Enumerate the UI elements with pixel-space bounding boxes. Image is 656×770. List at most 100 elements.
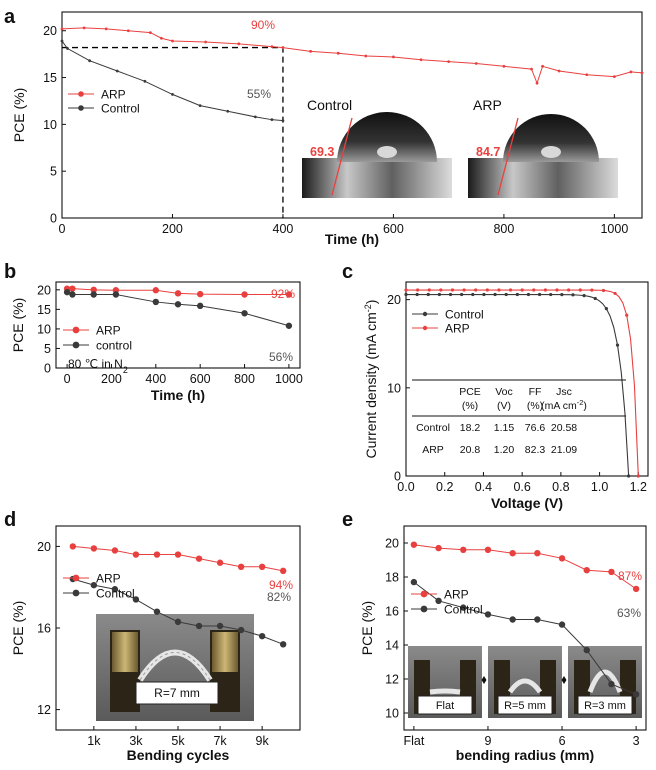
data-point-arp [195,555,203,562]
data-point-control [132,596,140,603]
y-axis-label: PCE (%) [359,601,375,655]
data-point-arp [419,58,423,62]
x-tick-label: 1k [87,734,101,748]
x-tick-label: 9k [256,734,270,748]
legend-marker [72,341,80,349]
jv-point-control [482,292,486,297]
retention-annotation: 55% [247,87,271,101]
data-point-control [152,298,160,306]
table-header-unit: (V) [497,400,511,412]
jv-point-control [437,292,441,297]
data-point-arp [309,49,312,53]
jv-point-arp [450,288,455,292]
data-point-arp [502,64,506,68]
data-point-arp [126,29,130,33]
data-point-control [237,626,245,634]
table-header-end: ) [583,400,587,412]
retention-annotation: 56% [269,350,293,364]
y-tick-label: 15 [43,71,57,85]
x-tick-label: 6 [559,734,566,748]
x-tick-label: 0.2 [436,480,453,494]
jv-point-arp [578,288,582,292]
jv-point-control [593,296,597,301]
legend-label: Control [101,102,140,116]
legend-marker [420,590,428,598]
panel-letter: e [342,509,353,531]
inset-label: R=5 mm [504,700,546,712]
y-tick-label: 20 [43,24,57,38]
data-point-control [174,618,182,626]
data-point-control [198,104,202,108]
data-point-arp [148,31,152,34]
panel-e: Flat 9 6 3 10 12 14 16 18 20 PCE (%) bending radius… [359,525,647,763]
data-point-arp [484,546,492,553]
contact-angle-inset [468,92,618,204]
x-axis-label: Time (h) [325,231,379,247]
data-point-arp [474,62,478,65]
legend-label: ARP [445,322,470,336]
y-tick-label: 10 [385,707,399,721]
contact-angle-inset [302,92,452,204]
inset-label: R=3 mm [584,700,626,712]
data-point-control [88,59,92,63]
data-point-control [258,632,266,640]
data-point-control [534,616,541,623]
y-label-superscript: -2 [363,304,373,312]
data-point-arp [241,291,248,298]
data-point-arp [612,75,616,79]
x-tick-label: 1.0 [591,480,608,494]
bent-film [429,688,461,695]
legend-label: control [96,339,132,353]
y-tick-label: 16 [37,622,51,636]
y-tick-label: 5 [50,165,57,179]
x-axis-label: Time (h) [151,387,205,403]
y-tick-label: 20 [37,283,51,297]
data-point-control [174,301,182,308]
data-point-arp [279,567,287,575]
data-point-control [90,291,97,298]
data-point-arp [509,550,516,557]
data-point-arp [237,563,245,570]
data-point-arp [447,60,451,64]
x-tick-label: 400 [273,222,294,236]
data-point-control [583,646,590,654]
panel-letter: d [4,509,16,531]
data-point-control [115,69,119,73]
jv-point-control [515,292,519,297]
data-point-arp [196,290,204,298]
y-label-end: ) [363,300,379,305]
data-point-arp [174,551,182,558]
series-line-arp [61,27,643,85]
jv-point-control [404,292,408,297]
data-point-arp [216,559,224,566]
data-point-control [196,302,204,310]
jv-point-control [471,292,475,297]
plot-frame [55,281,301,369]
x-tick-label: 1000 [275,372,303,386]
bending-radius-insets [408,646,642,718]
data-point-control [241,310,248,317]
table-cell: 20.8 [460,444,481,456]
inset-label: Control [307,97,352,113]
y-tick-label: 14 [385,639,399,653]
plot-frame [403,525,647,731]
transition-arrow [561,676,567,684]
legend-label: Control [96,587,135,601]
data-point-control [509,616,516,623]
x-tick-label: 400 [145,372,166,386]
substrate [468,158,618,198]
data-point-arp [132,551,140,558]
jv-point-arp [485,288,489,292]
clamp-left-plate [112,632,138,672]
inset-photos [96,92,642,721]
droplet [337,112,437,162]
jv-point-arp [567,288,571,292]
table-header-sup: -2 [577,398,584,407]
jv-point-arp [497,288,501,292]
jv-point-arp [636,474,640,478]
table-row-label: Control [416,422,450,434]
inset-label-box [417,695,473,715]
